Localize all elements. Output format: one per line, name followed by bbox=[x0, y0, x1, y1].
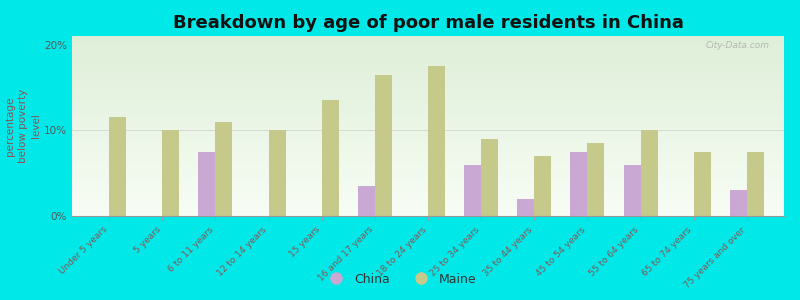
Bar bbox=[641, 130, 658, 216]
Bar bbox=[481, 139, 498, 216]
Bar bbox=[375, 75, 392, 216]
Bar bbox=[322, 100, 338, 216]
Legend: China, Maine: China, Maine bbox=[319, 268, 481, 291]
Y-axis label: percentage
below poverty
level: percentage below poverty level bbox=[5, 89, 42, 163]
Bar bbox=[730, 190, 747, 216]
Bar bbox=[162, 130, 179, 216]
Bar bbox=[518, 199, 534, 216]
Bar bbox=[109, 117, 126, 216]
Bar bbox=[570, 152, 587, 216]
Bar bbox=[587, 143, 605, 216]
Bar bbox=[464, 165, 481, 216]
Bar bbox=[215, 122, 233, 216]
Text: City-Data.com: City-Data.com bbox=[706, 41, 770, 50]
Bar bbox=[623, 165, 641, 216]
Bar bbox=[198, 152, 215, 216]
Title: Breakdown by age of poor male residents in China: Breakdown by age of poor male residents … bbox=[173, 14, 683, 32]
Bar bbox=[269, 130, 286, 216]
Bar bbox=[534, 156, 551, 216]
Bar bbox=[747, 152, 764, 216]
Bar bbox=[358, 186, 375, 216]
Bar bbox=[694, 152, 710, 216]
Bar bbox=[428, 66, 445, 216]
